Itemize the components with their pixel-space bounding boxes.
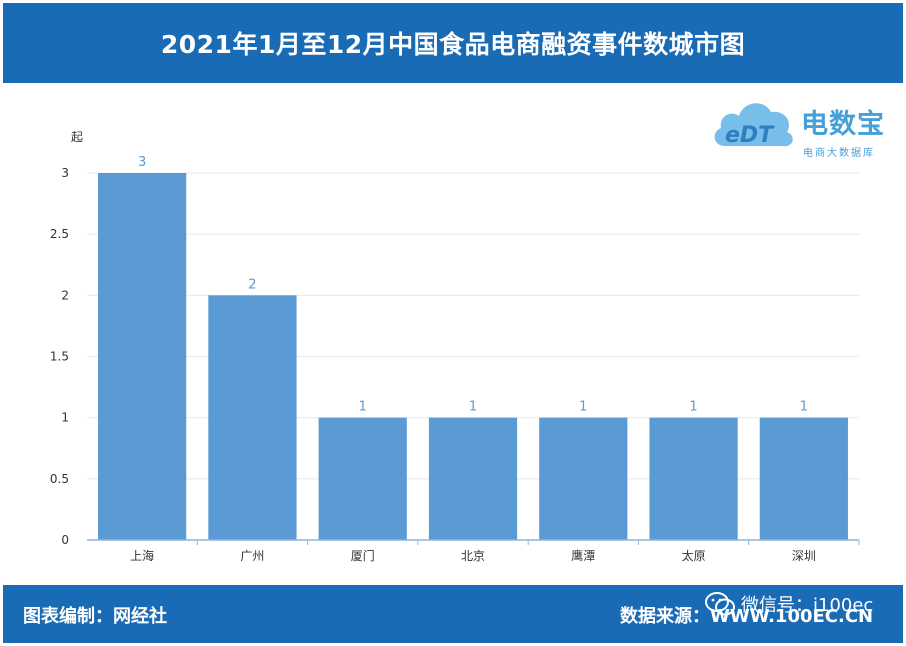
- bar: [649, 417, 738, 540]
- chart-title-banner: 2021年1月至12月中国食品电商融资事件数城市图: [3, 3, 903, 83]
- bar-data-label: 1: [359, 400, 367, 415]
- cloud-logo-icon: eDT: [714, 103, 793, 148]
- bar: [759, 417, 848, 540]
- chart-title: 2021年1月至12月中国食品电商融资事件数城市图: [160, 30, 746, 59]
- x-tick-label: 太原: [682, 548, 706, 563]
- x-tick-label: 广州: [240, 549, 264, 563]
- bar-chart: 起 0 0.5 1 1.5 2 2.5 3 3 上海 2 广州 1 厦门 1 北京 1 鹰潭 1 太原 1 深圳: [50, 130, 860, 563]
- y-tick-label: 2: [61, 288, 69, 302]
- chart-editor-credit: 图表编制：网经社: [23, 606, 167, 627]
- data-source: 数据来源：WWW.100EC.CN: [620, 606, 874, 627]
- x-tick-label: 厦门: [351, 548, 375, 563]
- y-tick-label: 0: [61, 533, 69, 547]
- y-axis-label: 起: [71, 130, 83, 144]
- logo-badge: eDT: [725, 123, 775, 148]
- bar-data-label: 1: [579, 400, 587, 415]
- x-tick-label: 上海: [130, 548, 154, 563]
- x-tick-label: 深圳: [792, 549, 816, 563]
- bar-data-label: 3: [138, 155, 146, 170]
- bar-data-label: 1: [800, 400, 808, 415]
- chart-area: 起 0 0.5 1 1.5 2 2.5 3 3 上海 2 广州 1 厦门 1 北京 1 鹰潭 1 太原 1 深圳 eDT …: [3, 83, 903, 583]
- y-tick-label: 2.5: [50, 227, 69, 241]
- bar: [428, 417, 518, 540]
- wechat-icon: [705, 592, 735, 616]
- x-tick-label: 北京: [461, 549, 485, 563]
- footer-banner: 图表编制：网经社 数据来源：WWW.100EC.CN 微信号：i100ec: [3, 585, 903, 643]
- y-tick-label: 3: [61, 166, 69, 180]
- bar: [318, 417, 407, 540]
- bar: [98, 173, 187, 540]
- x-tick-label: 鹰潭: [571, 548, 595, 563]
- y-tick-label: 1: [61, 411, 69, 425]
- bar-data-label: 1: [689, 400, 697, 415]
- bar-data-label: 2: [248, 277, 256, 292]
- logo-name: 电数宝: [801, 109, 885, 140]
- edt-logo: eDT 电数宝 电商大数据库: [711, 88, 901, 163]
- wechat-watermark: 微信号：i100ec: [705, 591, 873, 617]
- bar: [539, 417, 628, 540]
- wechat-id: 微信号：i100ec: [741, 595, 874, 616]
- y-tick-label: 1.5: [50, 350, 69, 364]
- logo-subtitle: 电商大数据库: [803, 148, 875, 159]
- y-tick-label: 0.5: [50, 472, 69, 486]
- bar: [208, 295, 297, 540]
- bar-data-label: 1: [469, 400, 477, 415]
